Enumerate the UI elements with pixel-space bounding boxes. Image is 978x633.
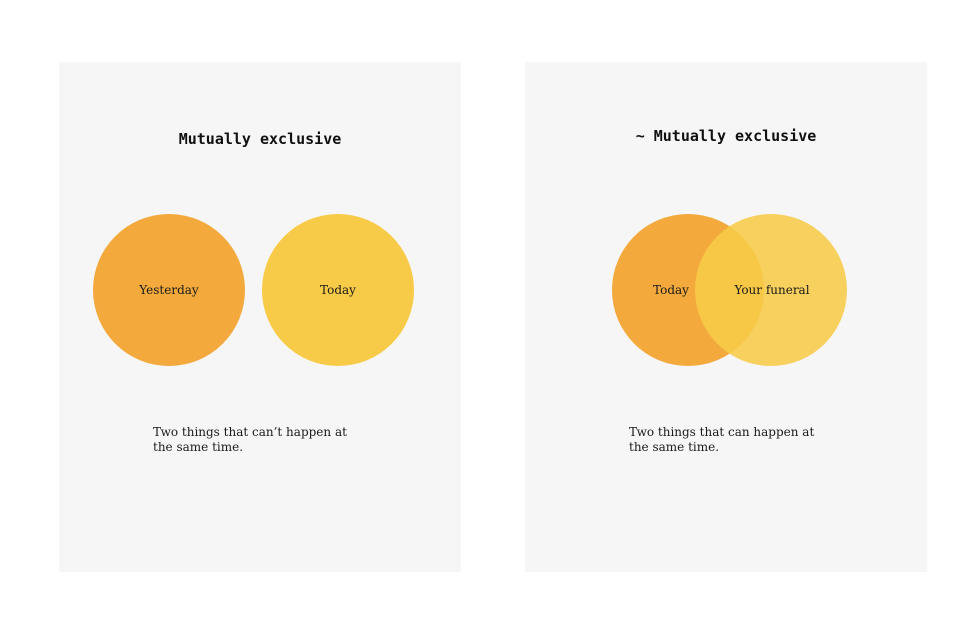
venn-label-your-funeral: Your funeral <box>733 283 809 297</box>
panel-mutually-exclusive: Mutually exclusive Yesterday Today Two t… <box>59 62 461 572</box>
venn-circle-today <box>262 214 414 366</box>
venn-circle-your-funeral <box>695 214 847 366</box>
panel-not-mutually-exclusive: ~ Mutually exclusive Today Your funeral … <box>525 62 927 572</box>
venn-diagram: Yesterday Today <box>93 214 414 366</box>
panel-title: ~ Mutually exclusive <box>635 127 817 145</box>
venn-label-yesterday: Yesterday <box>138 283 199 297</box>
panel-title: Mutually exclusive <box>178 130 342 148</box>
panel-caption: Two things that can’t happen at the same… <box>153 425 347 454</box>
venn-label-today: Today <box>653 283 689 297</box>
venn-circle-yesterday <box>93 214 245 366</box>
venn-diagram: Today Your funeral <box>612 214 847 366</box>
panel-caption: Two things that can happen at the same t… <box>629 425 815 454</box>
venn-label-today: Today <box>320 283 356 297</box>
